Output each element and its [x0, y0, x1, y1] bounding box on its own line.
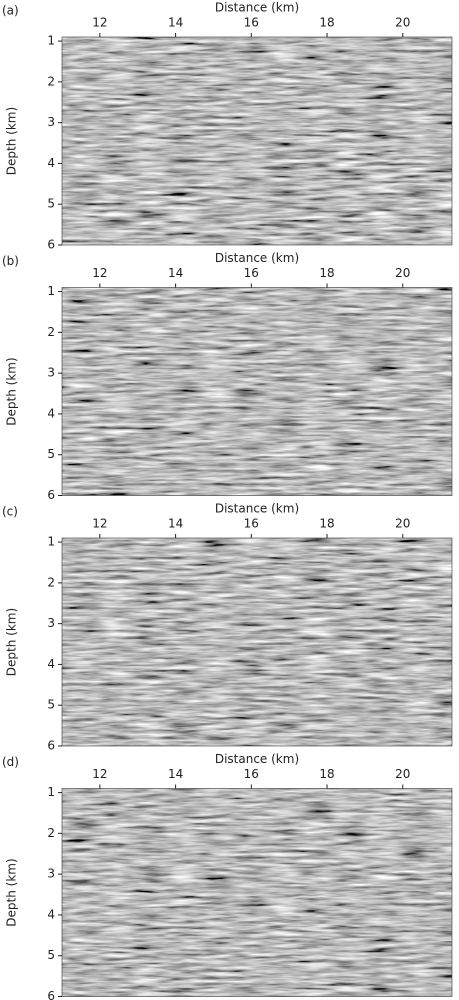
- x-tick-label: 18: [319, 16, 334, 30]
- y-tick-label: 6: [47, 488, 55, 502]
- y-tick-label: 5: [47, 197, 55, 211]
- seismic-image: [62, 788, 452, 997]
- y-tick-label: 2: [47, 325, 55, 339]
- y-tick-label: 4: [47, 156, 55, 170]
- x-tick-label: 16: [244, 767, 259, 781]
- y-tick-label: 6: [47, 739, 55, 753]
- seismic-image: [62, 538, 452, 746]
- plot-frame: [61, 788, 453, 997]
- x-tick-label: 14: [168, 767, 183, 781]
- y-tick-label: 1: [47, 535, 55, 549]
- x-tick-label: 12: [92, 16, 107, 30]
- x-tick-label: 16: [244, 517, 259, 531]
- seismic-image: [62, 287, 452, 496]
- x-tick-label: 14: [168, 266, 183, 280]
- y-axis-label: Depth (km): [5, 357, 19, 425]
- y-tick-label: 1: [47, 785, 55, 799]
- x-axis-label: Distance (km): [215, 752, 299, 766]
- y-tick-label: 5: [47, 948, 55, 962]
- plot-frame: [61, 537, 453, 747]
- plot-frame: [61, 36, 453, 246]
- x-tick-label: 20: [395, 767, 410, 781]
- y-axis-label: Depth (km): [5, 608, 19, 676]
- y-tick-label: 2: [47, 826, 55, 840]
- x-axis-label: Distance (km): [215, 502, 299, 516]
- x-tick-label: 18: [319, 517, 334, 531]
- x-axis-label: Distance (km): [215, 251, 299, 265]
- y-tick-label: 5: [47, 447, 55, 461]
- panel-label: (d): [2, 755, 19, 769]
- panel-label: (a): [2, 4, 19, 18]
- y-tick-label: 3: [47, 616, 55, 630]
- y-tick-label: 3: [47, 867, 55, 881]
- panel-label: (b): [2, 254, 19, 268]
- x-tick-label: 18: [319, 767, 334, 781]
- x-tick-label: 12: [92, 767, 107, 781]
- y-tick-label: 1: [47, 284, 55, 298]
- y-tick-label: 5: [47, 698, 55, 712]
- x-tick-label: 14: [168, 517, 183, 531]
- x-tick-label: 20: [395, 16, 410, 30]
- x-tick-label: 16: [244, 16, 259, 30]
- plot-frame: [61, 287, 453, 496]
- y-tick-label: 1: [47, 34, 55, 48]
- x-axis-label: Distance (km): [215, 1, 299, 15]
- y-axis-label: Depth (km): [5, 107, 19, 175]
- panel-label: (c): [2, 505, 18, 519]
- x-tick-label: 14: [168, 16, 183, 30]
- y-tick-label: 3: [47, 115, 55, 129]
- y-tick-label: 2: [47, 575, 55, 589]
- x-tick-label: 20: [395, 517, 410, 531]
- seismic-image: [62, 37, 452, 245]
- y-axis-label: Depth (km): [5, 858, 19, 926]
- y-tick-label: 2: [47, 74, 55, 88]
- y-tick-label: 4: [47, 657, 55, 671]
- x-tick-label: 12: [92, 266, 107, 280]
- x-tick-label: 16: [244, 266, 259, 280]
- x-tick-label: 12: [92, 517, 107, 531]
- x-tick-label: 20: [395, 266, 410, 280]
- y-tick-label: 3: [47, 366, 55, 380]
- x-tick-label: 18: [319, 266, 334, 280]
- y-tick-label: 6: [47, 989, 55, 1000]
- y-tick-label: 6: [47, 238, 55, 252]
- y-tick-label: 4: [47, 406, 55, 420]
- y-tick-label: 4: [47, 907, 55, 921]
